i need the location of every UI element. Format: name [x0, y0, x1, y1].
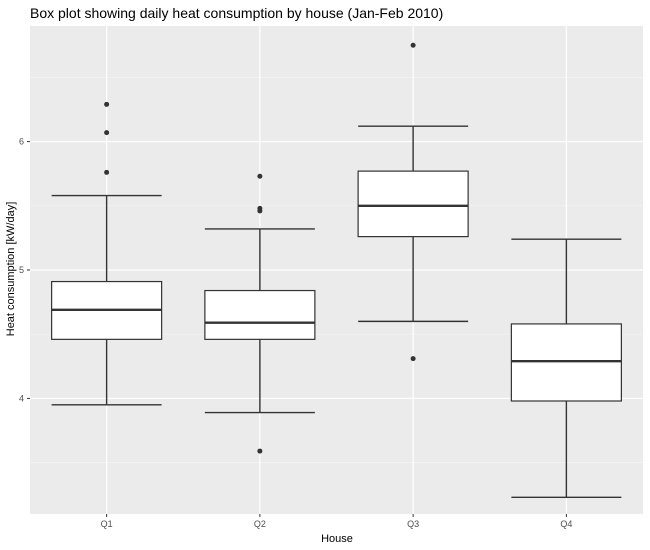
x-tick-label: Q1: [101, 519, 113, 529]
box-q4: [510, 238, 622, 499]
boxes-layer: [51, 42, 622, 499]
outlier-point: [257, 173, 263, 179]
outlier-point: [410, 356, 416, 362]
box-q3: [357, 42, 469, 362]
outlier-point: [104, 130, 110, 136]
box-q2: [204, 173, 316, 454]
x-tick-label: Q4: [560, 519, 572, 529]
x-axis: Q1 Q2 Q3 Q4: [101, 514, 572, 529]
y-axis-title: Heat consumption [kW/day]: [5, 202, 17, 337]
outlier-point: [257, 448, 263, 454]
y-tick-label: 6: [19, 137, 24, 147]
x-tick-label: Q2: [254, 519, 266, 529]
outlier-point: [410, 42, 416, 48]
outlier-point: [257, 205, 263, 211]
x-axis-title: House: [321, 533, 353, 545]
outlier-point: [104, 101, 110, 107]
iqr-box: [204, 289, 316, 340]
y-tick-label: 4: [19, 393, 24, 403]
iqr-box: [510, 323, 622, 402]
y-tick-label: 5: [19, 265, 24, 275]
box-q1: [51, 101, 163, 406]
iqr-box: [357, 170, 469, 238]
x-tick-label: Q3: [407, 519, 419, 529]
y-axis: 4 5 6: [19, 137, 30, 403]
outlier-point: [104, 169, 110, 175]
chart-title: Box plot showing daily heat consumption …: [30, 5, 443, 21]
